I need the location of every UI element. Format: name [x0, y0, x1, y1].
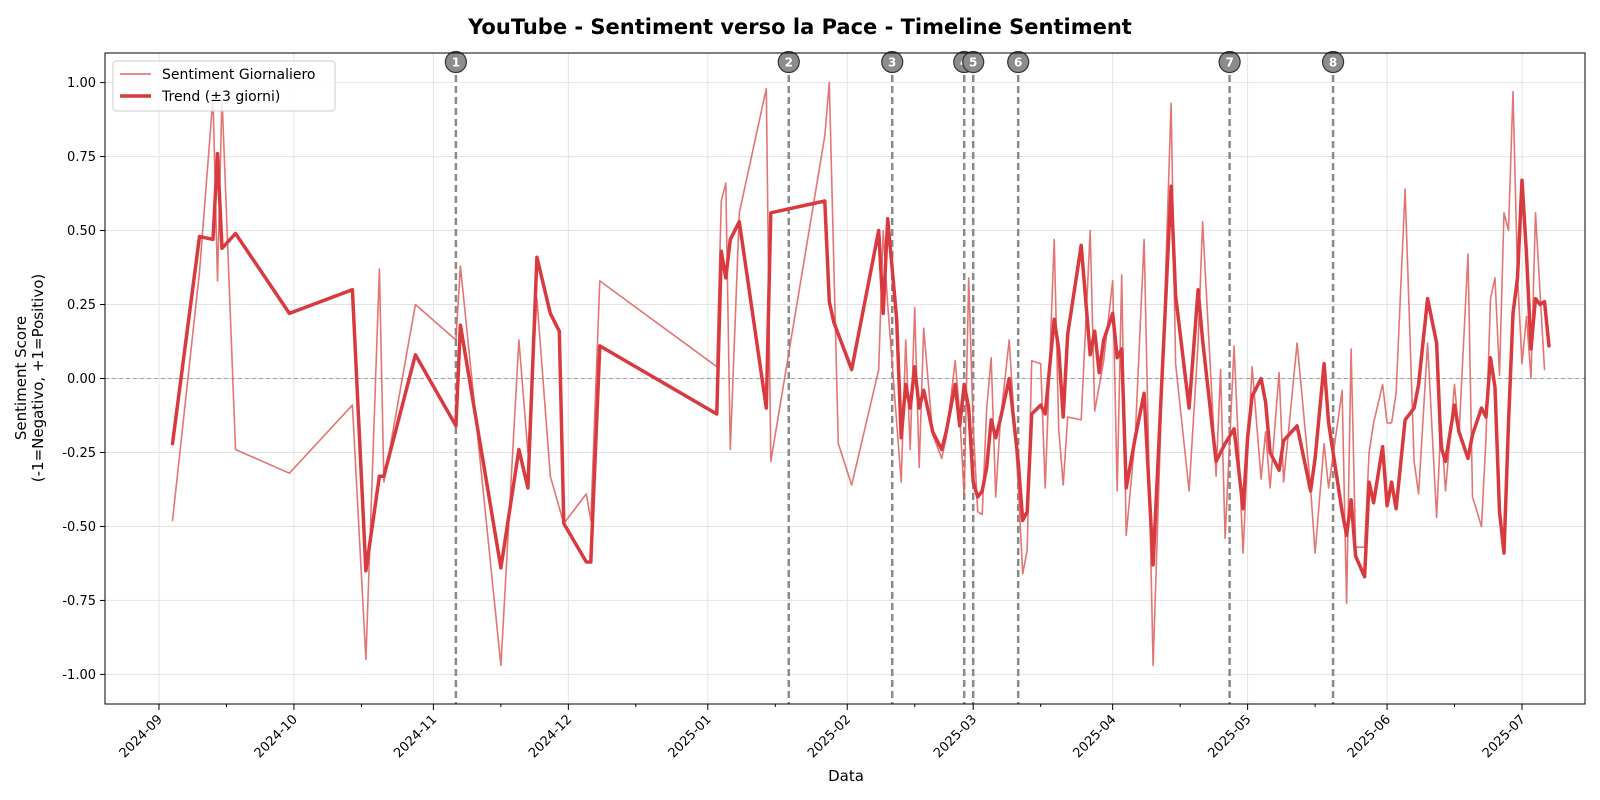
event-marker-label: 1: [452, 56, 460, 70]
grid-layer: [105, 53, 1585, 704]
legend-label-daily: Sentiment Giornaliero: [162, 67, 316, 83]
y-tick-label: 1.00: [67, 76, 96, 91]
event-marker-badge: [881, 50, 904, 74]
event-marker-label: 7: [1225, 56, 1233, 70]
event-marker-badge: [1218, 50, 1241, 74]
x-axis-label: Data: [828, 767, 864, 785]
event-marker-badge: [962, 50, 985, 74]
event-marker-badge: [1321, 50, 1345, 74]
y-axis-label: Sentiment Score (-1=Negativo, +1=Positiv…: [12, 274, 47, 482]
series-line-daily-sentiment: [171, 81, 1546, 667]
legend-box: [112, 60, 336, 112]
series-line-trend: [170, 151, 1551, 579]
y-axis-ticks: 1.00 0.75 0.50 0.25 0.00 -0.25 -0.50 -0.75 -1.00: [62, 76, 105, 683]
event-marker-label: 6: [1014, 56, 1022, 70]
y-tick-label: 0.25: [67, 298, 96, 313]
event-marker-badge: [777, 50, 800, 74]
event-marker-label: 3: [888, 56, 896, 70]
event-marker-badge: [444, 50, 467, 74]
y-tick-label: 0.75: [67, 150, 96, 165]
chart-title: YouTube - Sentiment verso la Pace - Time…: [467, 15, 1132, 39]
y-tick-label: -0.50: [62, 520, 96, 535]
y-tick-label: 0.50: [67, 224, 96, 239]
series-layer: [170, 81, 1551, 667]
y-tick-label: -0.25: [62, 446, 96, 461]
event-marker-label: 2: [785, 56, 793, 70]
event-marker-label: 8: [1329, 56, 1337, 70]
y-axis-label-line2: (-1=Negativo, +1=Positivo): [29, 274, 47, 482]
y-tick-label: -1.00: [62, 668, 96, 683]
y-tick-label: 0.00: [67, 372, 96, 387]
y-tick-label: -0.75: [62, 594, 96, 609]
event-marker-badge: [1007, 50, 1030, 74]
event-badges-layer: 12345678: [444, 50, 1345, 74]
legend: Sentiment Giornaliero Trend (±3 giorni): [112, 60, 336, 112]
y-axis-label-line1: Sentiment Score: [12, 316, 30, 440]
legend-label-trend: Trend (±3 giorni): [161, 89, 280, 105]
event-marker-label: 5: [969, 56, 977, 70]
